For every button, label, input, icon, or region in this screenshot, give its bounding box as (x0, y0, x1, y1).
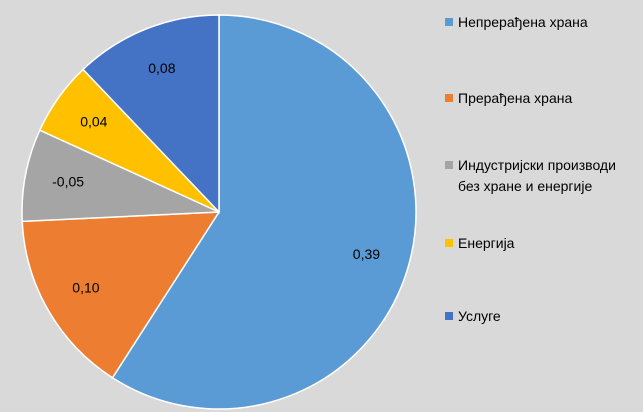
legend-item: Непрерађена храна (445, 12, 640, 33)
legend-swatch (445, 18, 453, 26)
legend-swatch (445, 94, 453, 102)
pie-slice (111, 14, 417, 410)
data-label: 0,08 (148, 60, 175, 76)
legend-label: Услуге (458, 308, 501, 324)
legend-label: Непрерађена храна (458, 14, 588, 30)
legend-item: Енергија (445, 233, 640, 254)
legend-item: Услуге (445, 306, 640, 327)
pie-slice (21, 211, 221, 379)
pie-slice (21, 129, 220, 223)
legend-swatch (445, 312, 453, 320)
legend-item: Индустријски производи без хране и енерг… (445, 155, 640, 197)
legend-swatch (445, 161, 453, 169)
legend-label: Енергија (458, 235, 515, 251)
data-label: 0,39 (353, 246, 380, 262)
legend-swatch (445, 239, 453, 247)
legend-label: Прерађена храна (458, 90, 573, 106)
legend-label: Индустријски производи без хране и енерг… (458, 157, 616, 194)
legend-item: Прерађена храна (445, 88, 640, 109)
pie-slice (81, 14, 220, 214)
data-label: 0,10 (72, 280, 99, 296)
data-label: 0,04 (80, 114, 107, 130)
data-label: -0,05 (52, 174, 84, 190)
